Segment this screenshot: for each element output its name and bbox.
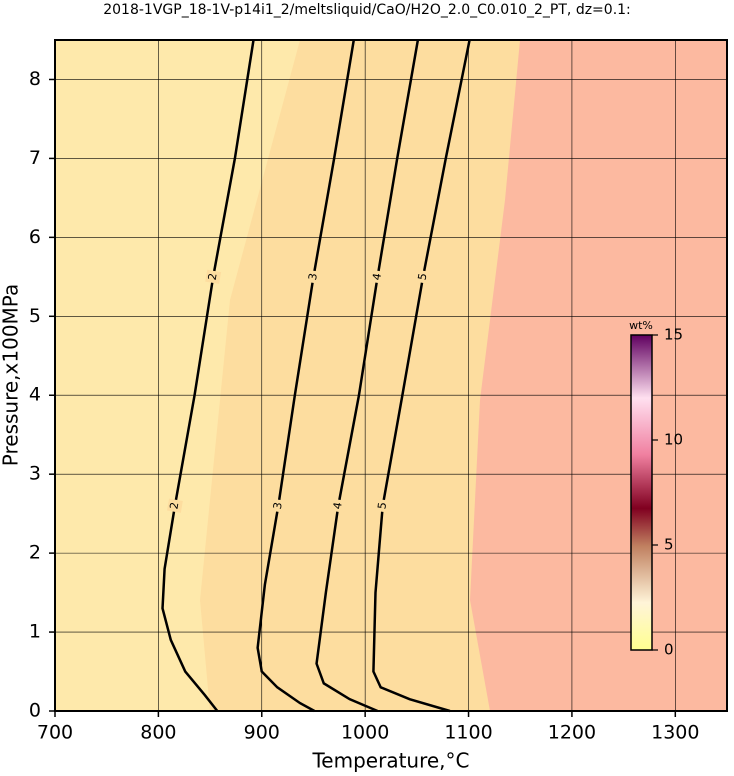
y-tick-label: 3 <box>29 463 41 485</box>
contour-label: 3 <box>306 272 320 281</box>
contour-label-bg <box>369 269 386 284</box>
y-tick-label: 5 <box>29 305 41 327</box>
plot-frame <box>54 39 728 712</box>
contour-line <box>161 39 255 712</box>
contour-line <box>372 39 471 713</box>
contour-label-bg <box>270 498 287 513</box>
contour-label-bg <box>374 498 391 513</box>
y-tick-label: 1 <box>29 621 41 643</box>
contour-label: 5 <box>375 501 389 510</box>
y-tick-label: 6 <box>29 226 41 248</box>
x-tick-label: 900 <box>244 722 280 744</box>
x-tick-label: 700 <box>37 722 73 744</box>
colorbar <box>630 334 653 651</box>
y-tick-label: 7 <box>29 147 41 169</box>
contour-label-bg <box>167 498 183 513</box>
y-tick-label: 0 <box>29 700 41 722</box>
contour-label-bg <box>305 269 322 284</box>
x-axis-label: Temperature,°C <box>311 749 469 773</box>
x-tick-label: 1300 <box>651 722 699 744</box>
region-fill <box>55 40 300 711</box>
colorbar-tick-label: 15 <box>664 326 683 344</box>
contour-line <box>315 39 420 713</box>
y-axis-label: Pressure,x100MPa <box>0 284 23 466</box>
contour-label: 2 <box>206 272 220 281</box>
contour-label: 3 <box>271 501 285 510</box>
contour-label-bg <box>415 269 432 284</box>
contour-line <box>256 39 356 713</box>
contour-label: 4 <box>331 501 345 510</box>
contour-label-bg <box>330 498 347 513</box>
x-tick-label: 1200 <box>548 722 596 744</box>
y-tick-label: 2 <box>29 542 41 564</box>
colorbar-tick-label: 10 <box>664 431 683 449</box>
y-tick-label: 8 <box>29 68 41 90</box>
colorbar-label: wt% <box>629 319 653 332</box>
colorbar-tick-label: 0 <box>664 641 674 659</box>
contour-label: 2 <box>167 501 181 510</box>
chart-title: 2018-1VGP_18-1V-p14i1_2/meltsliquid/CaO/… <box>103 2 631 18</box>
contour-label: 4 <box>370 272 384 281</box>
colorbar-tick-label: 5 <box>664 536 674 554</box>
x-tick-label: 1000 <box>341 722 389 744</box>
x-tick-label: 1100 <box>444 722 492 744</box>
contour-label: 5 <box>416 272 430 281</box>
y-tick-label: 4 <box>29 384 41 406</box>
contour-label-bg <box>205 269 222 284</box>
x-tick-label: 800 <box>140 722 176 744</box>
